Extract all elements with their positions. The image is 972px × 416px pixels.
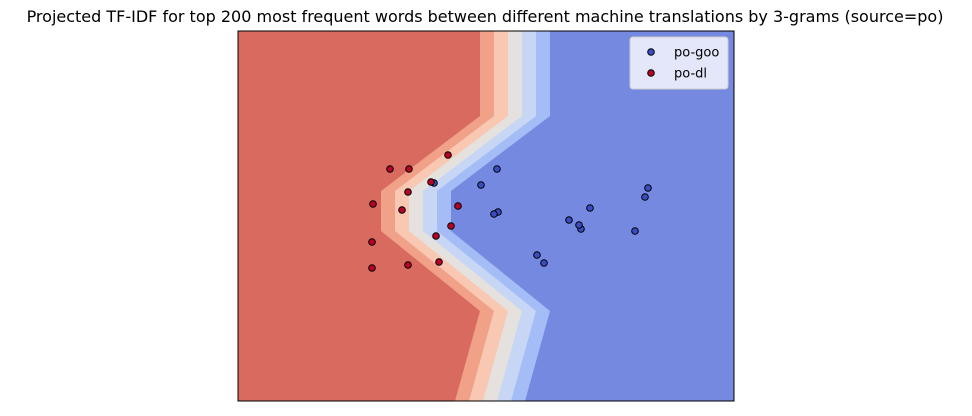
legend-marker-po-dl (647, 69, 655, 77)
point-po-dl (447, 222, 455, 230)
scatter-points (368, 151, 652, 272)
point-po-dl (369, 200, 377, 208)
point-po-dl (454, 202, 462, 210)
legend-box (629, 36, 729, 90)
point-po-dl (404, 188, 412, 196)
point-po-dl (368, 238, 376, 246)
point-po-dl (427, 178, 435, 186)
point-po-dl (444, 151, 452, 159)
point-po-goo (493, 165, 501, 173)
point-po-goo (490, 210, 498, 218)
region-po-dl (238, 31, 480, 401)
point-po-goo (477, 181, 485, 189)
legend: po-goo po-dl (629, 36, 729, 90)
point-po-goo (586, 204, 594, 212)
point-po-goo (631, 227, 639, 235)
plot-frame (237, 30, 735, 402)
point-po-goo (540, 259, 548, 267)
legend-marker-po-goo (647, 48, 655, 56)
point-po-goo (575, 221, 583, 229)
point-po-dl (386, 165, 394, 173)
point-po-dl (404, 261, 412, 269)
point-po-goo (641, 193, 649, 201)
decision-regions (238, 31, 734, 401)
chart-title: Projected TF-IDF for top 200 most freque… (27, 7, 944, 26)
point-po-goo (533, 251, 541, 259)
point-po-dl (368, 264, 376, 272)
point-po-goo (644, 184, 652, 192)
legend-label-po-dl: po-dl (674, 67, 707, 82)
point-po-goo (565, 216, 573, 224)
point-po-dl (398, 206, 406, 214)
legend-label-po-goo: po-goo (674, 46, 719, 61)
point-po-dl (435, 258, 443, 266)
point-po-dl (432, 232, 440, 240)
point-po-dl (405, 165, 413, 173)
